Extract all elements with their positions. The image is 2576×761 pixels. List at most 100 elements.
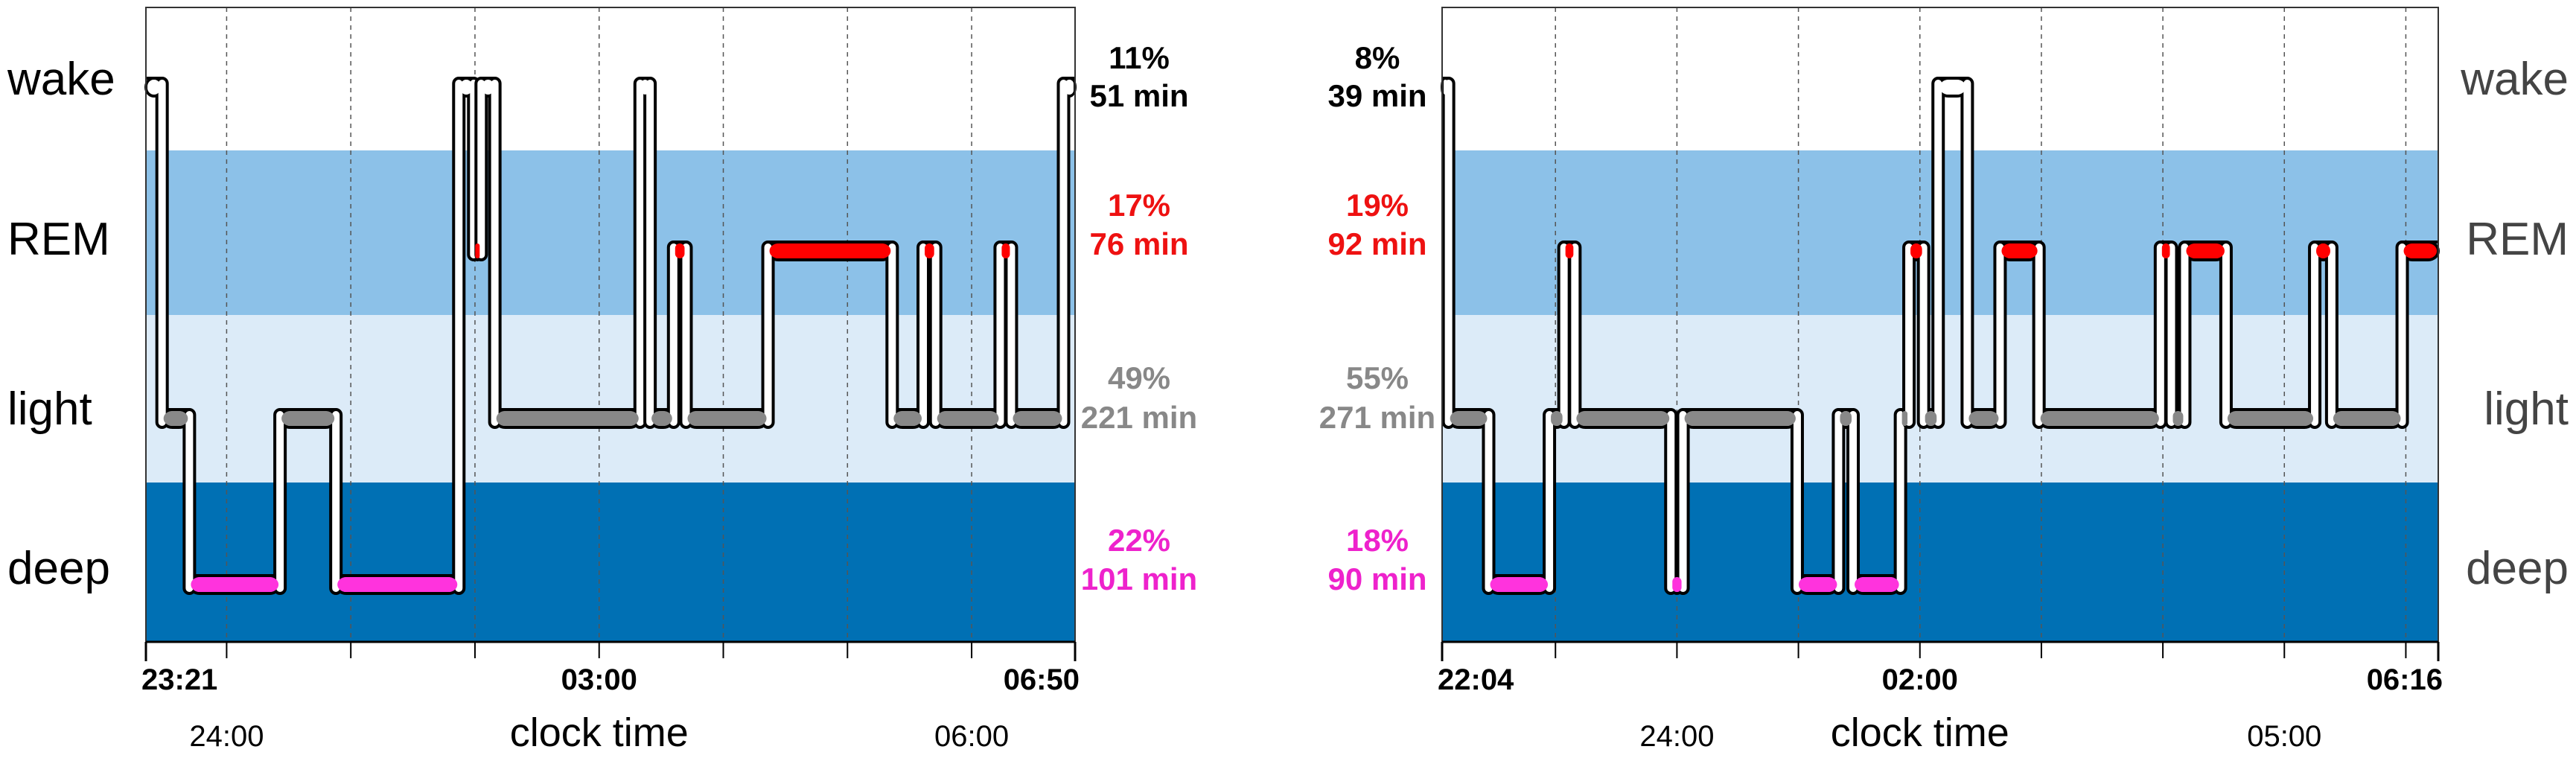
transition-connector (1056, 77, 1071, 429)
stat-minutes-wake: 51 min (1089, 78, 1188, 113)
stage-band-deep (1442, 483, 2438, 642)
stage-segment-fill (2001, 243, 2038, 258)
transition-connector (1993, 241, 2007, 429)
stage-label-wake: wake (2460, 54, 2569, 105)
stage-segment-fill (191, 577, 279, 592)
stage-segment-fill (475, 243, 480, 258)
transition-connector (2219, 241, 2233, 429)
stage-label-wake: wake (7, 54, 115, 105)
transition-connector (2178, 241, 2192, 429)
transition-connector (1902, 241, 1916, 429)
x-tick-label: 24:00 (189, 720, 264, 753)
stage-label-light: light (2484, 383, 2569, 435)
transition-connector (928, 241, 943, 429)
transition-connector (2153, 241, 2167, 429)
x-tick-label: 02:00 (1882, 663, 1958, 696)
x-start-label: 22:04 (1438, 663, 1514, 696)
stage-segment-fill (1565, 243, 1574, 258)
stage-segment-fill (1901, 411, 1908, 426)
stage-segment-fill (1065, 80, 1074, 95)
stat-percent-light: 49% (1108, 360, 1170, 395)
x-start-label: 23:21 (141, 663, 217, 696)
stage-segment-fill (460, 80, 473, 95)
stat-minutes-deep: 101 min (1081, 561, 1197, 596)
transition-connector (916, 241, 931, 429)
stage-segment-fill (1001, 243, 1010, 258)
stat-percent-rem: 17% (1108, 188, 1170, 223)
transition-connector (1543, 408, 1557, 595)
stage-band-deep (146, 483, 1075, 642)
stage-segment-fill (1855, 577, 1899, 592)
stat-minutes-rem: 92 min (1327, 226, 1426, 261)
stat-minutes-deep: 90 min (1327, 561, 1426, 596)
stage-label-deep: deep (2466, 543, 2569, 594)
stage-segment-fill (163, 411, 188, 426)
transition-connector (452, 77, 466, 595)
x-tick-label: 05:00 (2247, 720, 2321, 753)
stage-label-deep: deep (7, 543, 110, 594)
transition-connector (488, 77, 502, 429)
stat-percent-light: 55% (1346, 360, 1409, 395)
transition-connector (1557, 241, 1571, 429)
hypnogram-left: 23:21 06:50 03:00 24:00 06:00 clock time wake R… (7, 7, 1197, 755)
stage-segment-fill (675, 243, 685, 258)
stage-segment-fill (2161, 243, 2170, 258)
stage-segment-fill (2172, 411, 2184, 426)
stage-segment-fill (893, 411, 922, 426)
stage-segment-fill (337, 577, 458, 592)
stage-segment-fill (2186, 243, 2225, 258)
stage-segment-fill (1576, 411, 1670, 426)
x-axis-label: clock time (1831, 710, 2009, 755)
stage-segment-fill (1444, 80, 1447, 95)
stat-minutes-wake: 39 min (1327, 78, 1426, 113)
transition-connector (2395, 241, 2409, 429)
stage-segment-fill (2333, 411, 2401, 426)
transition-connector (1916, 241, 1931, 429)
stage-segment-fill (1939, 80, 1966, 95)
stage-segment-fill (1551, 411, 1563, 426)
x-end-label: 06:16 (2367, 663, 2443, 696)
stage-segment-fill (2316, 243, 2330, 258)
stage-segment-fill (687, 411, 767, 426)
transition-connector (1960, 77, 1974, 429)
stat-minutes-light: 221 min (1081, 400, 1197, 435)
stage-segment-fill (482, 80, 494, 95)
stage-segment-fill (1672, 577, 1682, 592)
x-tick-label: 06:00 (934, 720, 1009, 753)
x-tick-label: 24:00 (1639, 720, 1714, 753)
transition-connector (679, 241, 693, 429)
transition-connector (1831, 408, 1846, 595)
stage-segment-fill (147, 80, 161, 95)
stage-segment-fill (1013, 411, 1062, 426)
stage-segment-fill (1490, 577, 1549, 592)
stage-segment-fill (925, 243, 934, 258)
stage-segment-fill (1840, 411, 1852, 426)
stage-label-rem: REM (7, 214, 110, 265)
transition-connector (993, 241, 1007, 429)
stage-segment-fill (2040, 411, 2159, 426)
transition-connector (643, 77, 657, 429)
stage-segment-fill (1968, 411, 1999, 426)
stage-segment-fill (2403, 243, 2437, 258)
stat-percent-rem: 19% (1346, 188, 1409, 223)
stage-label-light: light (7, 383, 92, 435)
transition-connector (761, 241, 775, 429)
transition-connector (1790, 408, 1804, 595)
transition-connector (1893, 408, 1907, 595)
transition-connector (666, 241, 680, 429)
stat-minutes-light: 271 min (1319, 400, 1435, 435)
stage-segment-fill (281, 411, 335, 426)
transition-connector (1568, 241, 1582, 429)
transition-connector (1931, 77, 1945, 429)
transition-connector (182, 408, 197, 595)
transition-connector (273, 408, 287, 595)
transition-connector (1441, 77, 1456, 429)
stat-percent-wake: 11% (1109, 40, 1170, 75)
transition-connector (1676, 408, 1690, 595)
stage-segment-fill (1798, 577, 1837, 592)
transition-connector (474, 77, 488, 261)
stage-segment-fill (1684, 411, 1796, 426)
transition-connector (1482, 408, 1496, 595)
stat-percent-deep: 22% (1108, 523, 1170, 558)
transition-connector (2308, 241, 2322, 429)
